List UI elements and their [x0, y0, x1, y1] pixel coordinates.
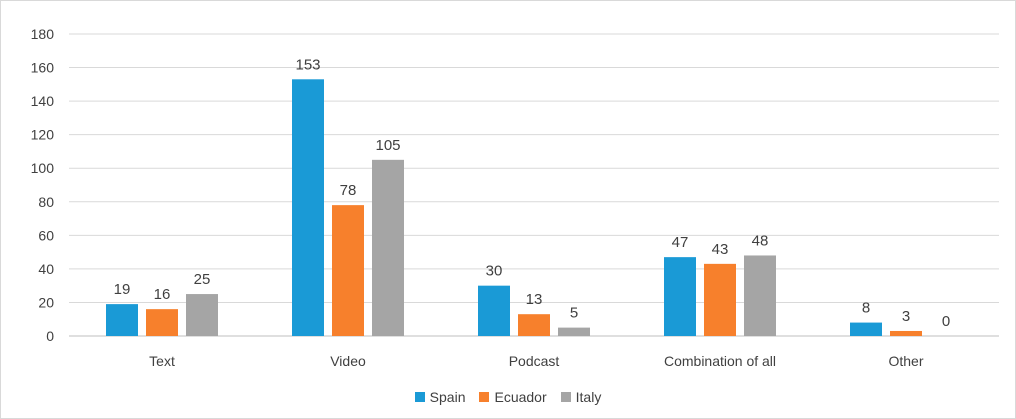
y-tick-label: 0	[46, 328, 54, 344]
data-label: 105	[375, 137, 400, 154]
legend-item-spain: Spain	[414, 389, 466, 405]
legend-label: Spain	[429, 389, 466, 405]
bar-spain-video	[292, 79, 324, 337]
y-tick-label: 60	[38, 227, 54, 243]
x-category-label: Video	[330, 353, 366, 369]
y-tick-label: 40	[38, 261, 54, 277]
x-category-label: Combination of all	[664, 353, 776, 369]
data-label: 3	[902, 308, 910, 325]
y-tick-label: 140	[31, 93, 55, 109]
y-tick-label: 80	[38, 194, 54, 210]
legend-swatch	[414, 392, 425, 402]
data-label: 78	[340, 182, 357, 199]
data-label: 13	[526, 291, 543, 308]
bar-ecuador-other	[890, 330, 922, 336]
legend-item-ecuador: Ecuador	[479, 389, 547, 405]
legend-label: Italy	[575, 389, 602, 405]
bar-italy-podcast	[558, 327, 590, 336]
y-tick-label: 180	[31, 26, 55, 42]
data-label: 43	[712, 241, 729, 258]
data-label: 19	[114, 281, 131, 298]
x-category-label: Text	[149, 353, 175, 369]
legend: Spain Ecuador Italy	[1, 389, 1015, 405]
data-label: 30	[486, 263, 503, 280]
data-label: 48	[752, 232, 769, 249]
data-label: 153	[295, 56, 320, 73]
data-label: 5	[570, 305, 578, 322]
bar-spain-other	[850, 322, 882, 336]
bar-spain-podcast	[478, 285, 510, 336]
bar-spain-text	[106, 304, 138, 336]
legend-swatch	[479, 392, 490, 402]
bar-italy-video	[372, 159, 404, 336]
bar-italy-combination-of-all	[744, 255, 776, 336]
data-label: 8	[862, 300, 870, 317]
y-tick-label: 20	[38, 294, 54, 310]
legend-label: Ecuador	[494, 389, 547, 405]
bar-ecuador-podcast	[518, 314, 550, 336]
bar-spain-combination-of-all	[664, 257, 696, 336]
data-label: 16	[154, 286, 171, 303]
y-tick-label: 100	[31, 160, 55, 176]
bar-ecuador-combination-of-all	[704, 263, 736, 336]
data-label: 0	[942, 313, 950, 330]
data-label: 47	[672, 234, 689, 251]
bar-ecuador-video	[332, 205, 364, 336]
data-label: 25	[194, 271, 211, 288]
x-category-label: Other	[888, 353, 923, 369]
legend-item-italy: Italy	[560, 389, 602, 405]
x-category-label: Podcast	[509, 353, 560, 369]
legend-swatch	[560, 392, 571, 402]
y-tick-label: 160	[31, 60, 55, 76]
y-tick-label: 120	[31, 127, 55, 143]
bar-ecuador-text	[146, 309, 178, 336]
bar-italy-text	[186, 294, 218, 336]
